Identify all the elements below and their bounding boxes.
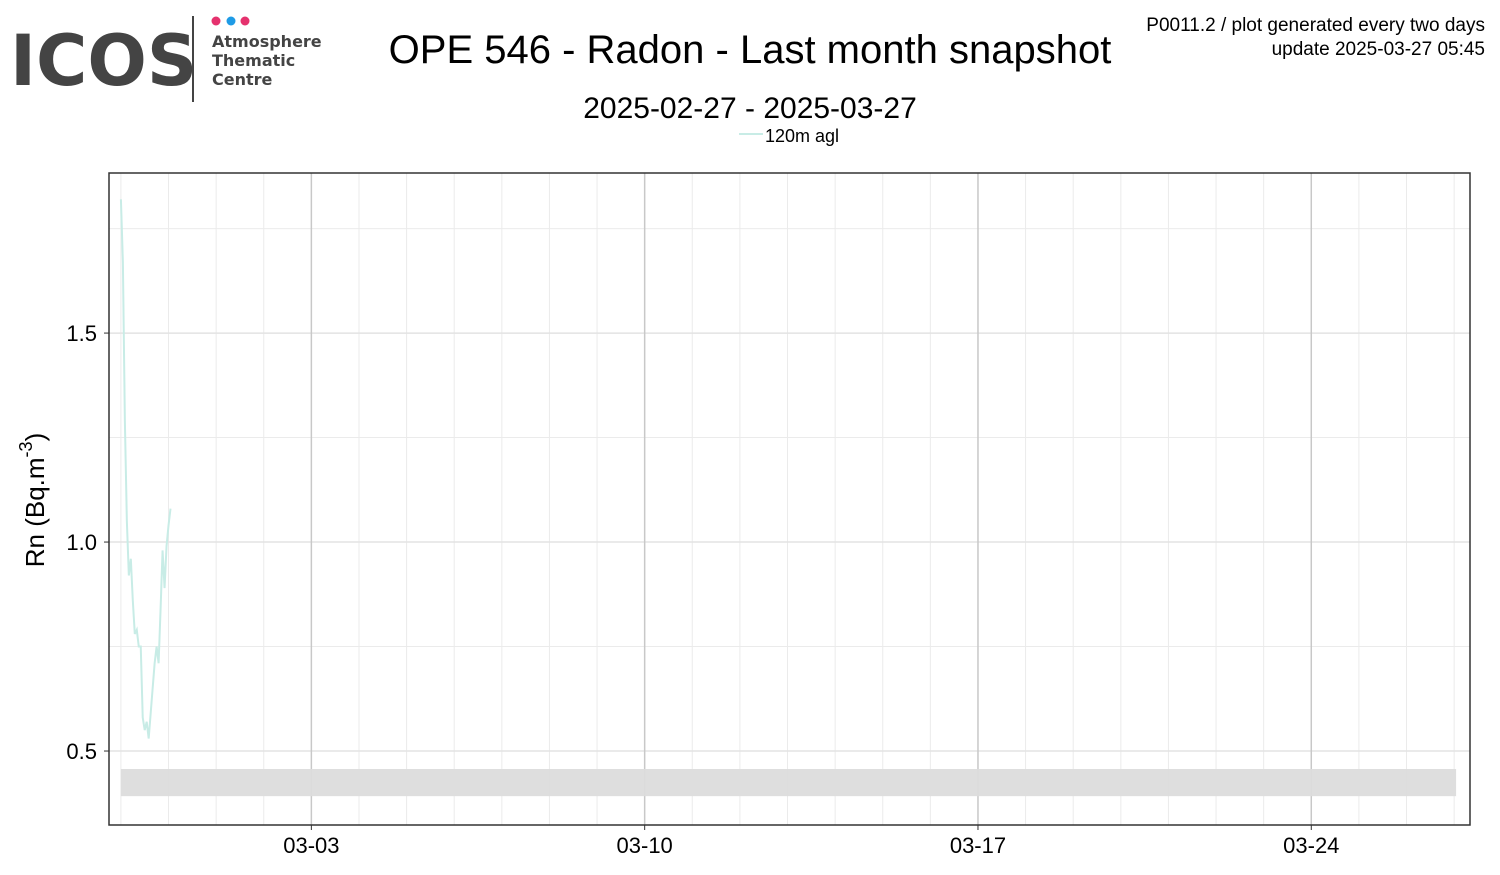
logo-dot — [226, 16, 236, 26]
logo-line: Thematic — [212, 51, 295, 70]
x-tick-label: 03-24 — [1283, 833, 1339, 858]
y-axis-label: Rn (Bq.m-3) — [16, 433, 50, 568]
x-tick-label: 03-03 — [283, 833, 339, 858]
shaded-region — [120, 768, 1457, 797]
chart-subtitle: 2025-02-27 - 2025-03-27 — [583, 92, 917, 125]
logo-dot — [211, 16, 221, 26]
legend-label: 120m agl — [765, 126, 839, 146]
logo-line: Atmosphere — [212, 32, 322, 51]
logo-name: ICOS — [10, 20, 197, 102]
logo-dot — [240, 16, 250, 26]
y-label-text: Rn (Bq.m — [20, 457, 50, 567]
info-text: update 2025-03-27 05:45 — [1272, 39, 1485, 60]
x-tick-label: 03-10 — [617, 833, 673, 858]
x-tick-label: 03-17 — [950, 833, 1006, 858]
chart-title: OPE 546 - Radon - Last month snapshot — [389, 28, 1112, 72]
logo-line: Centre — [212, 70, 273, 89]
data-line — [119, 199, 172, 739]
y-tick-label: 1.5 — [66, 321, 97, 346]
y-tick-label: 0.5 — [66, 739, 97, 764]
info-text: P0011.2 / plot generated every two days — [1146, 15, 1485, 36]
plot-border — [108, 172, 1471, 826]
y-label-superscript: -3 — [16, 441, 36, 457]
y-label-suffix: ) — [20, 433, 50, 442]
y-tick-label: 1.0 — [66, 530, 97, 555]
